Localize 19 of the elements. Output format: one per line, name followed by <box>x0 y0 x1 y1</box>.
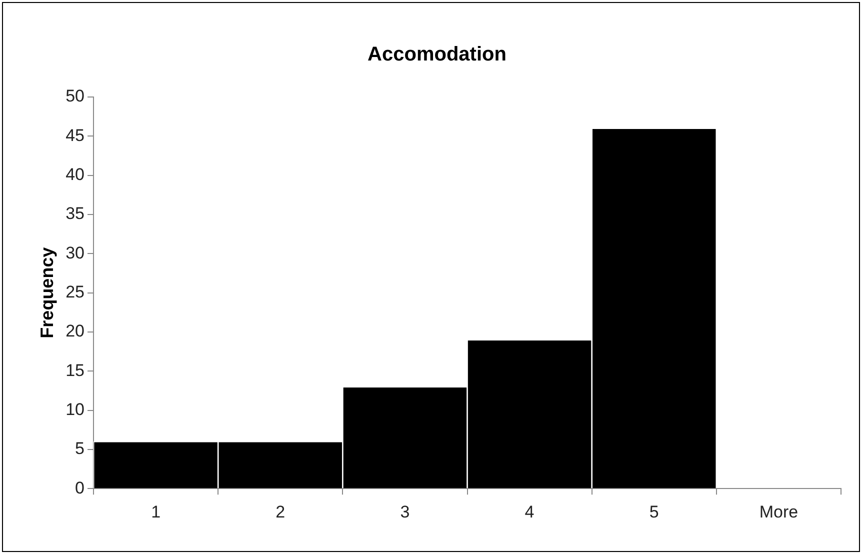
y-tick-label: 0 <box>75 478 85 498</box>
y-tick-label: 30 <box>66 243 85 262</box>
y-tick-label: 15 <box>66 360 85 380</box>
x-tick-label: 1 <box>151 502 161 522</box>
y-tick-label: 20 <box>66 322 85 341</box>
y-tick-label: 40 <box>66 165 85 184</box>
chart-title: Accomodation <box>368 44 506 66</box>
x-tick-label: 5 <box>649 502 659 522</box>
y-tick-label: 10 <box>66 400 85 419</box>
y-tick-label: 25 <box>66 282 85 302</box>
x-tick-label: 2 <box>276 502 286 522</box>
x-tick-label: 3 <box>400 502 410 522</box>
y-tick-label: 45 <box>66 126 85 145</box>
y-tick-label: 5 <box>75 439 85 458</box>
y-axis-title: Frequency <box>36 247 57 338</box>
y-tick-label: 50 <box>66 86 85 106</box>
y-tick-label: 35 <box>66 204 85 224</box>
x-tick-label: 4 <box>524 502 534 522</box>
x-tick-label: More <box>759 502 798 522</box>
